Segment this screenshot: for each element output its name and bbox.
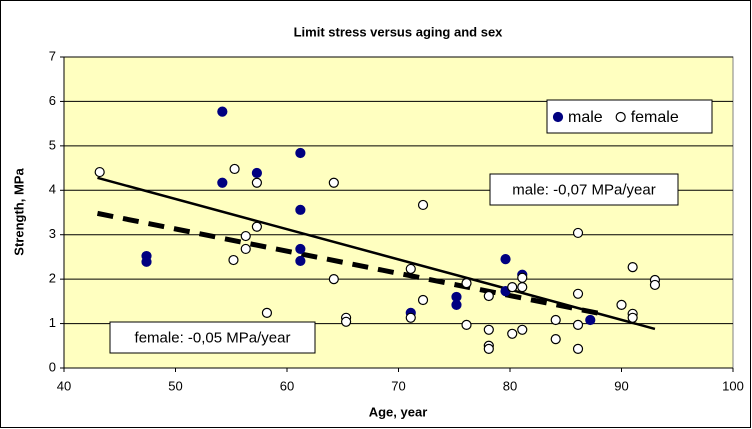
point [517,282,528,293]
point [500,254,511,265]
point [251,221,262,232]
x-tick-label: 80 [503,378,517,393]
point [217,177,228,188]
y-tick-label: 5 [49,137,56,152]
point [585,314,596,326]
x-tick-label: 90 [614,378,628,393]
point [572,288,584,299]
point [295,204,306,215]
point [483,290,494,302]
point [507,328,518,339]
point [517,272,528,283]
point [483,343,494,354]
trend-line [96,210,600,316]
point [328,274,339,285]
point [517,324,528,335]
point [228,254,239,266]
point [627,262,638,273]
point [627,312,638,323]
point [507,282,518,293]
y-tick-label: 4 [49,182,56,197]
legend-marker [552,111,564,123]
point [572,227,584,239]
annotation-box [109,321,316,354]
annotation: female: -0,05 MPa/year [135,329,291,346]
y-tick-label: 7 [49,48,56,63]
point [405,312,416,323]
point [461,278,472,289]
point [251,167,262,179]
y-tick-label: 3 [49,226,56,241]
point [572,319,584,331]
y-tick-label: 6 [49,93,56,108]
x-tick-label: 60 [280,378,294,393]
y-tick-label: 1 [49,315,56,330]
y-axis-label: Strength, MPa [11,168,26,256]
x-axis-label: Age, year [369,404,428,419]
x-tick-label: 40 [57,378,71,393]
annotation: male: -0,07 MPa/year [512,181,655,198]
point [240,230,251,242]
legend-label: male [568,109,603,126]
point [550,314,561,326]
x-tick-label: 70 [391,378,405,393]
legend-box [546,99,713,134]
point [240,243,251,255]
legend-label: female [631,109,679,126]
point [550,334,561,345]
point [328,177,339,188]
point [261,307,273,319]
point [141,256,152,267]
point [340,316,352,327]
point [417,294,429,306]
point [295,147,306,159]
point [417,199,429,211]
point [572,343,584,354]
point [405,263,416,275]
point [451,299,462,311]
legend-marker [615,111,626,123]
point [461,319,472,331]
point [217,106,228,117]
point [295,243,306,255]
point [229,163,240,175]
point [483,324,494,335]
chart-title: Limit stress versus aging and sex [294,24,504,39]
point [295,255,306,267]
point [616,299,627,311]
y-tick-label: 0 [49,359,56,374]
point [649,279,661,291]
point [251,177,262,188]
y-tick-label: 2 [49,271,56,286]
x-tick-label: 100 [722,378,744,393]
point [94,166,105,178]
x-tick-label: 50 [168,378,182,393]
annotation-box [489,173,679,206]
